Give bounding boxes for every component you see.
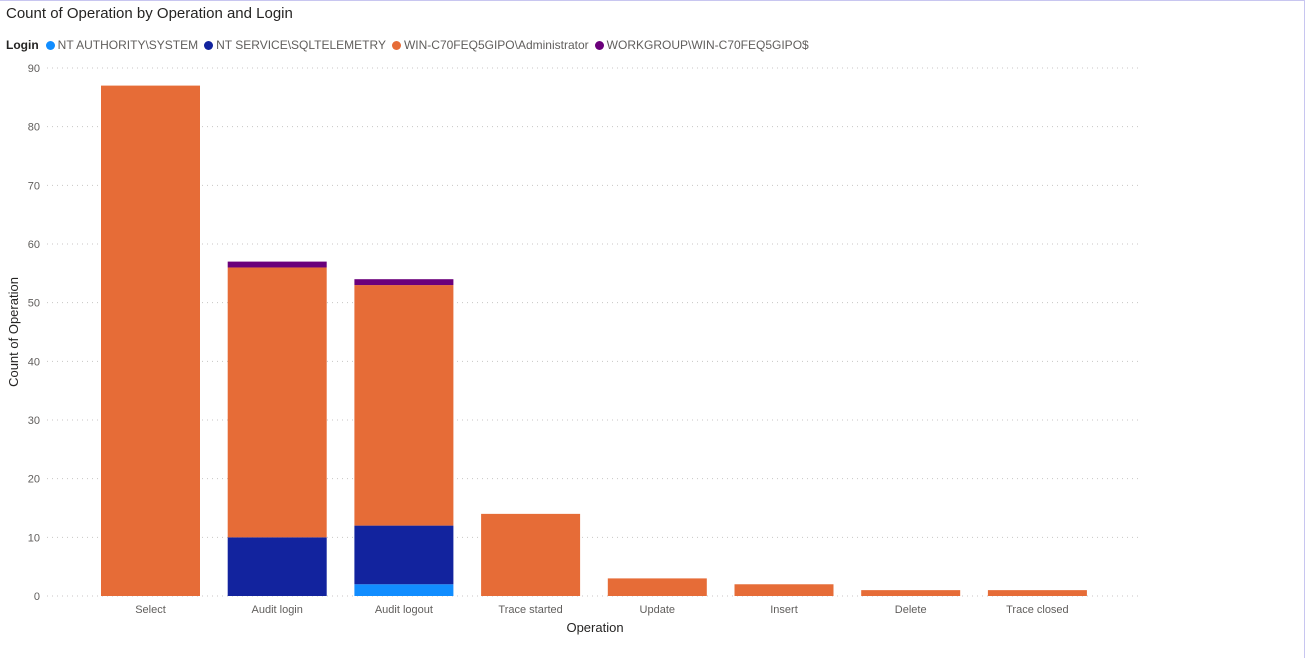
legend-dot-icon	[391, 40, 401, 50]
x-tick-label: Select	[135, 604, 166, 616]
y-tick-label: 40	[28, 356, 40, 368]
bar-segment[interactable]	[354, 285, 454, 526]
legend-item-administrator[interactable]: WIN-C70FEQ5GIPO\Administrator	[391, 38, 589, 52]
legend-dot-icon	[45, 40, 55, 50]
legend-dot-icon	[204, 40, 214, 50]
y-tick-label: 0	[34, 591, 40, 603]
x-tick-label: Trace started	[498, 604, 562, 616]
x-tick-label: Delete	[895, 604, 927, 616]
x-tick-label: Insert	[770, 604, 798, 616]
bar-segment[interactable]	[607, 578, 707, 596]
bar-segment[interactable]	[101, 85, 200, 596]
bar-segment[interactable]	[227, 261, 327, 268]
x-tick-label: Trace closed	[1006, 604, 1069, 616]
y-tick-label: 10	[28, 532, 40, 544]
x-axis-title: Operation	[566, 620, 623, 635]
x-tick-label: Audit logout	[375, 604, 433, 616]
bar-segment[interactable]	[354, 525, 454, 585]
y-tick-label: 70	[28, 180, 40, 192]
bar-segment[interactable]	[227, 267, 327, 538]
legend-label: NT AUTHORITY\SYSTEM	[57, 38, 199, 52]
y-tick-label: 60	[28, 239, 40, 251]
bar-segment[interactable]	[734, 584, 834, 596]
bar-segment[interactable]	[354, 279, 454, 286]
chart-title: Count of Operation by Operation and Logi…	[6, 5, 293, 22]
legend-label: NT SERVICE\SQLTELEMETRY	[216, 38, 386, 52]
legend-item-nt-authority-system[interactable]: NT AUTHORITY\SYSTEM	[45, 38, 199, 52]
x-tick-label: Update	[640, 604, 675, 616]
x-axis-ticks: Select Audit login Audit logout Trace start…	[135, 604, 1068, 616]
y-axis-title: Count of Operation	[6, 277, 21, 387]
bar-segment[interactable]	[354, 584, 454, 596]
y-axis-ticks: 0 10 20 30 40 50 60 70 80 90	[28, 63, 40, 603]
bar-segment[interactable]	[481, 513, 581, 596]
legend-title: Login	[6, 38, 39, 52]
y-tick-label: 20	[28, 474, 40, 486]
y-tick-label: 80	[28, 122, 40, 134]
bar-segment[interactable]	[227, 537, 327, 596]
gridlines	[47, 67, 1140, 597]
y-tick-label: 50	[28, 298, 40, 310]
bars	[101, 85, 1087, 596]
legend-item-nt-service-sqltelemetry[interactable]: NT SERVICE\SQLTELEMETRY	[204, 38, 386, 52]
legend: Login NT AUTHORITY\SYSTEM NT SERVICE\SQL…	[6, 36, 815, 54]
legend-label: WIN-C70FEQ5GIPO\Administrator	[403, 38, 589, 52]
x-tick-label: Audit login	[252, 604, 303, 616]
bar-segment[interactable]	[987, 590, 1087, 596]
bar-segment[interactable]	[861, 590, 961, 596]
legend-dot-icon	[594, 40, 604, 50]
legend-item-workgroup[interactable]: WORKGROUP\WIN-C70FEQ5GIPO$	[594, 38, 809, 52]
y-tick-label: 30	[28, 415, 40, 427]
y-tick-label: 90	[28, 63, 40, 75]
legend-label: WORKGROUP\WIN-C70FEQ5GIPO$	[606, 38, 809, 52]
